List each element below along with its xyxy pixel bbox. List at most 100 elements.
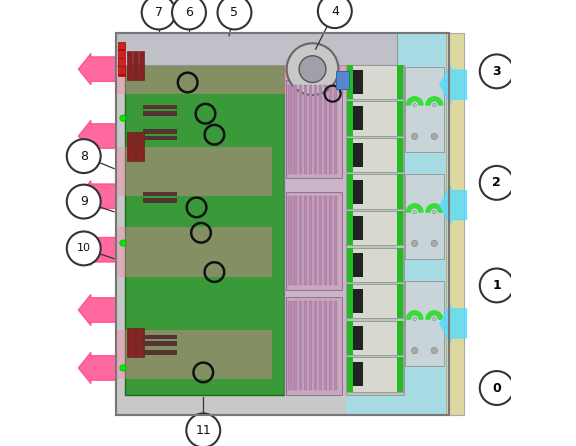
Circle shape <box>480 166 514 200</box>
FancyArrow shape <box>78 120 116 152</box>
Bar <box>397 174 403 209</box>
Bar <box>397 357 403 392</box>
Bar <box>125 65 283 395</box>
Bar <box>127 51 132 80</box>
Bar <box>347 65 353 99</box>
FancyArrow shape <box>78 234 116 265</box>
Bar <box>286 80 342 178</box>
Bar <box>347 357 403 392</box>
Bar <box>397 211 403 245</box>
Circle shape <box>411 133 418 140</box>
Bar <box>294 301 297 390</box>
Bar <box>347 321 353 355</box>
FancyArrow shape <box>78 352 116 384</box>
Text: 7: 7 <box>155 6 162 19</box>
Text: 11: 11 <box>195 424 211 437</box>
Circle shape <box>413 103 416 107</box>
Text: 2: 2 <box>492 176 501 190</box>
Bar <box>116 33 449 415</box>
Bar <box>289 301 291 390</box>
Circle shape <box>120 115 126 121</box>
Bar <box>143 105 176 109</box>
Bar <box>347 357 353 392</box>
Bar <box>309 196 312 285</box>
Bar <box>347 248 353 282</box>
Circle shape <box>433 103 436 107</box>
Text: 9: 9 <box>80 195 88 208</box>
Bar <box>334 85 337 174</box>
Bar <box>353 289 363 313</box>
Bar <box>347 211 353 245</box>
Bar <box>319 196 322 285</box>
Circle shape <box>120 240 126 246</box>
Circle shape <box>120 365 126 371</box>
Bar <box>353 70 363 94</box>
Bar <box>334 301 337 390</box>
Bar <box>118 74 125 76</box>
Bar <box>143 136 176 140</box>
Bar <box>397 248 403 282</box>
Bar <box>127 328 132 357</box>
Bar <box>347 65 403 99</box>
Bar <box>347 248 403 282</box>
FancyArrow shape <box>439 186 467 224</box>
Bar <box>304 301 307 390</box>
Circle shape <box>433 211 436 214</box>
Circle shape <box>480 54 514 88</box>
Bar <box>347 101 353 136</box>
Polygon shape <box>426 97 442 105</box>
Circle shape <box>431 133 437 140</box>
Bar <box>118 42 125 76</box>
Bar <box>116 227 272 277</box>
Text: 3: 3 <box>492 65 501 78</box>
Text: 1: 1 <box>492 279 501 292</box>
FancyArrow shape <box>78 181 116 212</box>
Bar <box>286 297 342 395</box>
Bar <box>324 85 327 174</box>
Bar <box>133 328 138 357</box>
Bar <box>143 112 176 116</box>
Text: 6: 6 <box>185 6 193 19</box>
Bar <box>133 132 138 161</box>
Bar <box>309 85 312 174</box>
Polygon shape <box>407 204 423 212</box>
Bar <box>347 174 403 209</box>
Bar <box>143 192 176 196</box>
Bar <box>298 85 302 174</box>
Bar <box>347 138 353 172</box>
Circle shape <box>411 347 418 354</box>
Bar <box>397 321 403 355</box>
Polygon shape <box>426 311 442 319</box>
Circle shape <box>318 0 352 28</box>
Bar <box>347 211 403 245</box>
Bar <box>324 196 327 285</box>
Polygon shape <box>407 97 423 105</box>
Bar <box>329 196 332 285</box>
Bar <box>294 85 297 174</box>
Bar <box>286 192 342 290</box>
Bar <box>347 284 353 318</box>
Bar <box>309 301 312 390</box>
Bar <box>139 328 144 357</box>
Circle shape <box>431 347 437 354</box>
Text: 5: 5 <box>230 6 238 19</box>
Text: 8: 8 <box>79 149 88 163</box>
Bar <box>294 196 297 285</box>
Bar <box>353 363 363 386</box>
Bar <box>353 107 363 130</box>
Bar <box>304 196 307 285</box>
Polygon shape <box>407 311 423 319</box>
Bar <box>353 143 363 167</box>
Bar <box>304 85 307 174</box>
Circle shape <box>413 318 416 321</box>
FancyArrow shape <box>78 54 116 85</box>
FancyArrow shape <box>78 294 116 326</box>
Circle shape <box>431 240 437 247</box>
Bar <box>314 85 317 174</box>
Bar <box>347 138 403 172</box>
Circle shape <box>186 413 220 446</box>
Bar <box>324 301 327 390</box>
Bar <box>289 85 291 174</box>
Bar <box>405 67 444 152</box>
Circle shape <box>142 0 176 29</box>
